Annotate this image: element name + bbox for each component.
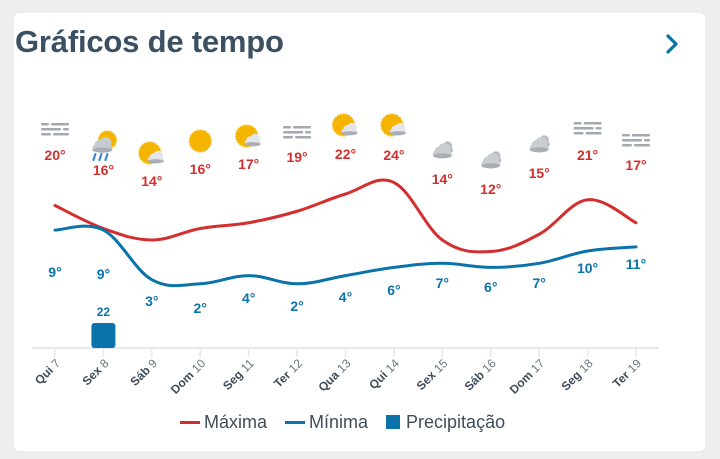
max-temp-line: [53, 178, 638, 254]
x-axis-label: Seg 18: [558, 356, 595, 393]
max-temp-label: 17°: [625, 157, 646, 173]
x-axis-label: Qui 14: [366, 356, 402, 392]
legend-label-min: Mínima: [309, 411, 369, 432]
x-axis-label: Qua 13: [315, 356, 353, 394]
min-temp-label: 10°: [577, 260, 598, 276]
max-temp-label: 17°: [238, 156, 259, 172]
x-axis-label: Sáb 9: [127, 356, 160, 389]
max-temp-label: 20°: [44, 147, 65, 163]
max-temp-label: 22°: [335, 146, 356, 162]
min-temp-label: 3°: [145, 293, 158, 309]
min-temp-label: 7°: [436, 275, 449, 291]
rain-sun-cloud-icon: [92, 130, 118, 162]
partly-cloudy-icon: [138, 141, 164, 165]
fog-icon: [622, 134, 650, 147]
x-axis-label: Ter 19: [610, 356, 645, 391]
chevron-right-icon[interactable]: [660, 30, 684, 58]
cloudy-icon: [529, 135, 550, 153]
partly-cloudy-icon: [234, 124, 261, 148]
x-axis-label: Qui 7: [32, 356, 63, 387]
max-temp-label: 21°: [577, 147, 598, 163]
sunny-icon: [188, 129, 212, 153]
min-temp-label: 4°: [242, 290, 255, 306]
max-temp-label: 12°: [480, 181, 501, 197]
fog-icon: [41, 123, 69, 136]
x-axis-label: Ter 12: [271, 356, 306, 391]
cloudy-icon: [432, 141, 453, 159]
legend-label-precip: Precipitação: [406, 411, 506, 432]
legend-item-precip[interactable]: Precipitação: [386, 412, 505, 433]
x-axis-label: Dom 10: [168, 356, 209, 397]
page-title: Gráficos de tempo: [15, 24, 284, 59]
min-temp-label: 2°: [194, 300, 207, 316]
cloudy-icon: [481, 151, 502, 169]
precip-value: 22: [97, 305, 111, 319]
fog-icon: [573, 122, 602, 135]
legend-label-max: Máxima: [204, 411, 268, 432]
fog-icon: [283, 126, 312, 139]
max-temp-label: 16°: [190, 161, 211, 177]
x-axis-label: Sex 15: [414, 356, 451, 393]
x-axis-label: Dom 17: [507, 356, 548, 397]
precip-swatch: [386, 415, 401, 429]
min-temp-label: 7°: [532, 275, 545, 291]
partly-cloudy-icon: [331, 113, 358, 137]
max-temp-label: 19°: [286, 149, 307, 165]
min-temp-label: 6°: [387, 282, 400, 298]
max-temp-label: 14°: [432, 171, 453, 187]
min-temp-label: 9°: [48, 264, 61, 280]
x-axis-label: Sáb 16: [462, 356, 499, 393]
max-temp-label: 15°: [529, 165, 550, 181]
precip-bar[interactable]: [91, 323, 116, 348]
max-swatch: [180, 420, 200, 424]
min-swatch: [285, 420, 306, 424]
x-axis-label: Sex 8: [79, 356, 111, 388]
weather-charts-card: [14, 13, 705, 451]
min-temp-label: 9°: [97, 266, 110, 282]
max-temp-label: 14°: [141, 173, 162, 189]
min-temp-label: 6°: [484, 279, 497, 295]
min-temp-label: 4°: [339, 289, 352, 305]
min-temp-line: [53, 224, 638, 288]
partly-cloudy-icon: [380, 113, 406, 137]
x-axis-label: Seg 11: [220, 356, 257, 393]
max-temp-label: 24°: [383, 147, 404, 163]
min-temp-label: 2°: [290, 298, 303, 314]
max-temp-label: 16°: [93, 162, 114, 178]
legend-item-min[interactable]: Mínima: [285, 412, 368, 433]
min-temp-label: 11°: [626, 256, 646, 272]
legend-item-max[interactable]: Máxima: [180, 412, 267, 433]
chart-legend: Máxima Mínima Precipitação: [180, 410, 505, 434]
